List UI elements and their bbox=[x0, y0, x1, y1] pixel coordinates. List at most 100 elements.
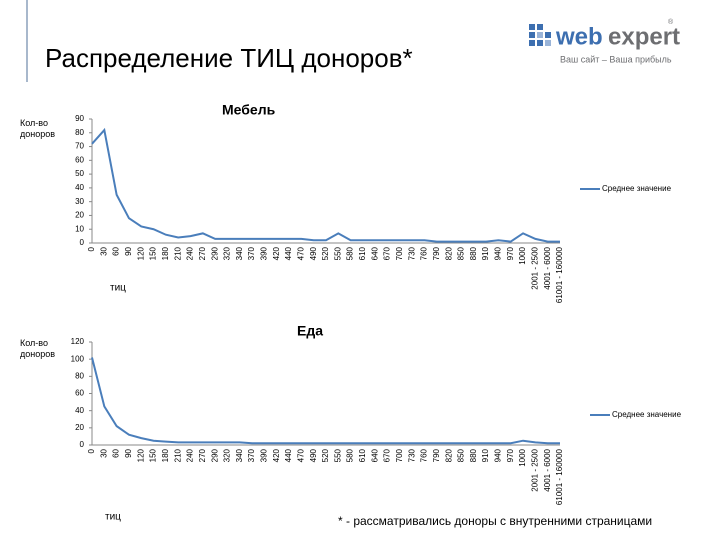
x-tick-label: 30 bbox=[99, 448, 108, 457]
x-tick-label: 0 bbox=[87, 246, 96, 251]
logo-tagline: Ваш сайт – Ваша прибыль bbox=[560, 54, 672, 64]
x-tick-label: 880 bbox=[469, 246, 478, 260]
x-tick-label: 61001 - 160000 bbox=[555, 448, 564, 505]
x-tick-label: 210 bbox=[173, 246, 182, 260]
slide-title: Распределение ТИЦ доноров* bbox=[45, 43, 413, 73]
x-tick-label: 120 bbox=[136, 246, 145, 260]
x-tick-label: 210 bbox=[173, 448, 182, 462]
x-tick-label: 270 bbox=[198, 448, 207, 462]
logo-part1: web bbox=[555, 23, 603, 50]
y-tick-label: 70 bbox=[75, 142, 84, 151]
x-tick-label: 730 bbox=[407, 246, 416, 260]
x-tick-label: 90 bbox=[124, 448, 133, 457]
x-tick-label: 4001 - 6000 bbox=[543, 246, 552, 289]
x-tick-label: 970 bbox=[506, 448, 515, 462]
x-tick-label: 610 bbox=[358, 448, 367, 462]
x-tick-label: 0 bbox=[87, 448, 96, 453]
x-tick-label: 520 bbox=[321, 246, 330, 260]
x-tick-label: 60 bbox=[112, 448, 121, 457]
x-tick-label: 670 bbox=[383, 448, 392, 462]
x-tick-label: 730 bbox=[407, 448, 416, 462]
x-tick-label: 910 bbox=[481, 448, 490, 462]
x-tick-label: 120 bbox=[136, 448, 145, 462]
logo-mark: ® bbox=[668, 18, 674, 26]
x-tick-label: 290 bbox=[210, 448, 219, 462]
y-tick-label: 60 bbox=[75, 155, 84, 164]
x-tick-label: 150 bbox=[149, 246, 158, 260]
x-tick-label: 60 bbox=[112, 246, 121, 255]
legend-label: Среднее значение bbox=[612, 410, 682, 419]
x-tick-label: 910 bbox=[481, 246, 490, 260]
x-tick-label: 790 bbox=[432, 246, 441, 260]
x-tick-label: 550 bbox=[333, 448, 342, 462]
x-axis-label: тиц bbox=[110, 283, 126, 294]
y-tick-label: 20 bbox=[75, 423, 84, 432]
y-tick-label: 40 bbox=[75, 183, 84, 192]
x-tick-label: 4001 - 6000 bbox=[543, 448, 552, 491]
y-tick-label: 90 bbox=[75, 114, 84, 123]
x-tick-label: 290 bbox=[210, 246, 219, 260]
data-line bbox=[91, 127, 560, 243]
y-tick-label: 100 bbox=[71, 354, 85, 363]
y-tick-label: 0 bbox=[80, 238, 85, 247]
x-tick-label: 180 bbox=[161, 448, 170, 462]
x-tick-label: 440 bbox=[284, 448, 293, 462]
x-tick-label: 1000 bbox=[518, 246, 527, 264]
x-tick-label: 240 bbox=[186, 448, 195, 462]
x-tick-label: 420 bbox=[272, 246, 281, 260]
y-tick-label: 0 bbox=[80, 440, 85, 449]
x-tick-label: 580 bbox=[346, 246, 355, 260]
y-tick-label: 30 bbox=[75, 197, 84, 206]
x-tick-label: 610 bbox=[358, 246, 367, 260]
x-tick-label: 940 bbox=[494, 448, 503, 462]
x-tick-label: 850 bbox=[457, 448, 466, 462]
logo-part2: expert bbox=[608, 23, 680, 50]
x-tick-label: 180 bbox=[161, 246, 170, 260]
x-tick-label: 490 bbox=[309, 246, 318, 260]
y-axis-label: Кол-во доноров bbox=[20, 338, 56, 359]
x-tick-label: 670 bbox=[383, 246, 392, 260]
y-axis-label: Кол-во доноров bbox=[20, 118, 56, 139]
chart-title: Еда bbox=[297, 323, 323, 339]
x-tick-label: 760 bbox=[420, 448, 429, 462]
y-tick-label: 80 bbox=[75, 371, 84, 380]
x-tick-label: 790 bbox=[432, 448, 441, 462]
x-tick-label: 440 bbox=[284, 246, 293, 260]
x-tick-label: 2001 - 2500 bbox=[530, 246, 539, 289]
data-line bbox=[91, 357, 560, 445]
x-tick-label: 760 bbox=[420, 246, 429, 260]
x-tick-label: 270 bbox=[198, 246, 207, 260]
x-tick-label: 550 bbox=[333, 246, 342, 260]
y-tick-label: 60 bbox=[75, 389, 84, 398]
x-tick-label: 390 bbox=[260, 448, 269, 462]
x-tick-label: 470 bbox=[296, 448, 305, 462]
x-tick-label: 240 bbox=[186, 246, 195, 260]
chart-title: Мебель bbox=[222, 102, 276, 118]
x-tick-label: 700 bbox=[395, 448, 404, 462]
x-axis-label: тиц bbox=[105, 512, 121, 523]
footnote: * - рассматривались доноры с внутренними… bbox=[338, 514, 652, 528]
x-tick-label: 320 bbox=[223, 246, 232, 260]
x-tick-label: 30 bbox=[99, 246, 108, 255]
y-tick-label: 50 bbox=[75, 169, 84, 178]
y-tick-label: 20 bbox=[75, 211, 84, 220]
x-tick-label: 370 bbox=[247, 448, 256, 462]
y-tick-label: 120 bbox=[71, 337, 85, 346]
x-tick-label: 580 bbox=[346, 448, 355, 462]
x-tick-label: 61001 - 160000 bbox=[555, 246, 564, 303]
x-tick-label: 370 bbox=[247, 246, 256, 260]
x-tick-label: 2001 - 2500 bbox=[530, 448, 539, 491]
y-tick-label: 10 bbox=[75, 224, 84, 233]
x-tick-label: 970 bbox=[506, 246, 515, 260]
x-tick-label: 490 bbox=[309, 448, 318, 462]
x-tick-label: 640 bbox=[370, 448, 379, 462]
x-tick-label: 820 bbox=[444, 448, 453, 462]
y-tick-label: 40 bbox=[75, 406, 84, 415]
x-tick-label: 390 bbox=[260, 246, 269, 260]
x-tick-label: 850 bbox=[457, 246, 466, 260]
x-tick-label: 940 bbox=[494, 246, 503, 260]
x-tick-label: 1000 bbox=[518, 448, 527, 466]
x-tick-label: 880 bbox=[469, 448, 478, 462]
